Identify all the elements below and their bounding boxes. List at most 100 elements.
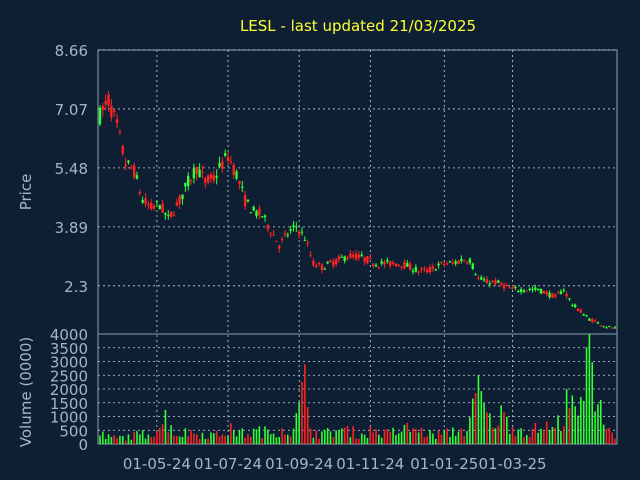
- candle-body: [303, 240, 307, 242]
- candle-body: [465, 262, 469, 264]
- candle-body: [556, 292, 560, 294]
- candle-body: [576, 308, 580, 312]
- volume-bar: [463, 436, 465, 444]
- price-plot-frame: [97, 49, 618, 335]
- volume-bar: [298, 403, 300, 444]
- candle-body: [420, 268, 423, 270]
- volume-bar: [517, 429, 520, 444]
- candle-body: [141, 200, 144, 203]
- candle-body: [317, 263, 321, 265]
- volume-bar: [102, 431, 104, 444]
- volume-axis-label: Volume (0000): [17, 337, 35, 447]
- volume-bar: [557, 415, 559, 444]
- candle-body: [138, 191, 142, 194]
- volume-bar: [326, 427, 329, 444]
- candle-body: [300, 231, 304, 233]
- candle-body: [132, 165, 136, 178]
- candle-body: [98, 107, 102, 125]
- candle-body: [150, 202, 153, 210]
- volume-bar: [252, 428, 255, 444]
- candle-body: [494, 280, 497, 285]
- candle-body: [306, 242, 309, 244]
- volume-bar: [153, 436, 155, 444]
- volume-bar: [218, 436, 221, 444]
- candle-body: [426, 269, 429, 273]
- candle-body: [278, 245, 281, 249]
- volume-tick-label: 1000: [50, 409, 88, 427]
- volume-bar: [531, 428, 534, 444]
- volume-bar: [440, 434, 443, 444]
- price-tick-label: 5.48: [55, 160, 88, 178]
- volume-bar: [417, 432, 420, 444]
- volume-bar: [375, 429, 377, 444]
- volume-bar: [449, 436, 451, 444]
- date-tick-label: 01-05-24: [123, 455, 191, 473]
- volume-bar: [383, 429, 386, 444]
- volume-bar: [497, 425, 500, 444]
- candle-body: [480, 277, 483, 280]
- candle-body: [610, 327, 614, 329]
- candle-body: [369, 257, 372, 259]
- volume-bar: [204, 438, 207, 444]
- volume-bar: [380, 437, 383, 444]
- volume-bar: [173, 435, 175, 444]
- candle-body: [152, 205, 156, 209]
- candle-body: [380, 261, 383, 264]
- candle-body: [309, 254, 312, 256]
- candle-body: [184, 182, 187, 187]
- volume-bar: [281, 428, 283, 444]
- candle-body: [332, 261, 335, 267]
- volume-bar: [429, 430, 431, 444]
- candle-body: [115, 119, 119, 124]
- volume-bar: [181, 436, 184, 444]
- candle-body: [198, 169, 201, 178]
- price-tick-label: 3.89: [55, 219, 88, 237]
- candle-body: [192, 168, 196, 179]
- candle-body: [542, 291, 546, 294]
- candle-body: [329, 260, 332, 263]
- volume-bar: [284, 434, 286, 444]
- volume-bar: [565, 389, 568, 444]
- volume-bar: [477, 375, 480, 444]
- candle-body: [229, 161, 233, 163]
- volume-bar: [213, 433, 215, 444]
- candle-body: [502, 284, 506, 289]
- candle-body: [292, 225, 295, 227]
- candle-body: [187, 175, 190, 187]
- candle-body: [514, 287, 517, 289]
- volume-bar: [443, 431, 446, 444]
- candle-body: [602, 326, 605, 328]
- candle-body: [289, 229, 292, 231]
- volume-bar: [511, 427, 514, 444]
- volume-bar: [267, 429, 269, 444]
- candle-body: [235, 171, 238, 179]
- candle-body: [175, 202, 179, 206]
- candle-body: [354, 253, 358, 260]
- candle-body: [445, 263, 449, 265]
- candle-body: [505, 285, 509, 287]
- candle-body: [551, 293, 554, 298]
- candle-body: [406, 263, 409, 267]
- candle-body: [391, 262, 395, 265]
- candle-body: [448, 261, 452, 263]
- candle-body: [559, 291, 563, 295]
- volume-bar: [124, 440, 127, 444]
- candle-body: [258, 208, 261, 215]
- volume-bar: [534, 423, 537, 444]
- volume-bar: [110, 437, 113, 444]
- volume-bar: [119, 435, 121, 444]
- candle-body: [215, 175, 218, 178]
- volume-bar: [426, 436, 429, 444]
- volume-tick-label: 4000: [50, 326, 88, 344]
- volume-bar: [508, 433, 511, 444]
- candle-body: [352, 254, 355, 257]
- volume-bar: [423, 437, 426, 444]
- candle-body: [266, 225, 270, 230]
- candle-body: [565, 293, 568, 297]
- candle-body: [454, 261, 457, 264]
- volume-bar: [514, 435, 517, 444]
- candle-body: [434, 269, 437, 271]
- candle-body: [511, 287, 514, 289]
- volume-bar: [397, 433, 400, 444]
- volume-bar: [378, 434, 380, 444]
